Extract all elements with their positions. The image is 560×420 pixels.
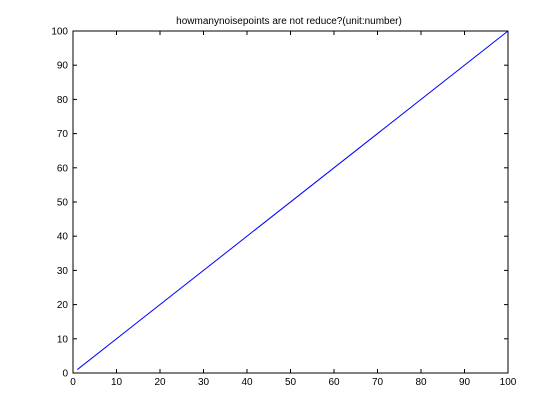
y-tick-label: 20 <box>57 300 69 311</box>
x-tick-label: 10 <box>111 377 123 388</box>
x-tick-label: 30 <box>198 377 210 388</box>
y-tick-label: 50 <box>57 198 69 209</box>
y-tick-label: 60 <box>57 163 69 174</box>
y-tick-label: 90 <box>57 61 69 72</box>
x-tick-label: 60 <box>328 377 340 388</box>
x-tick-label: 90 <box>459 377 471 388</box>
y-tick-label: 10 <box>57 334 69 345</box>
y-tick-label: 0 <box>62 369 68 380</box>
x-tick-label: 0 <box>70 377 76 388</box>
y-tick-label: 80 <box>57 95 69 106</box>
x-tick-label: 40 <box>241 377 253 388</box>
y-tick-label: 100 <box>51 27 68 38</box>
x-tick-label: 50 <box>285 377 297 388</box>
series-line <box>77 30 509 370</box>
series-layer <box>77 30 509 370</box>
axis-ticks: 0 10 20 30 40 50 60 70 80 90 100 0 10 20 30 40 50 60 70 80 9… <box>51 27 516 389</box>
y-tick-label: 40 <box>57 232 69 243</box>
y-tick-label: 30 <box>57 266 69 277</box>
x-tick-label: 70 <box>372 377 384 388</box>
x-tick-label: 80 <box>415 377 427 388</box>
y-tick-label: 70 <box>57 129 69 140</box>
chart-title: howmanynoisepoints are not reduce?(unit:… <box>176 16 402 27</box>
x-tick-label: 20 <box>154 377 166 388</box>
x-tick-label: 100 <box>500 377 517 388</box>
